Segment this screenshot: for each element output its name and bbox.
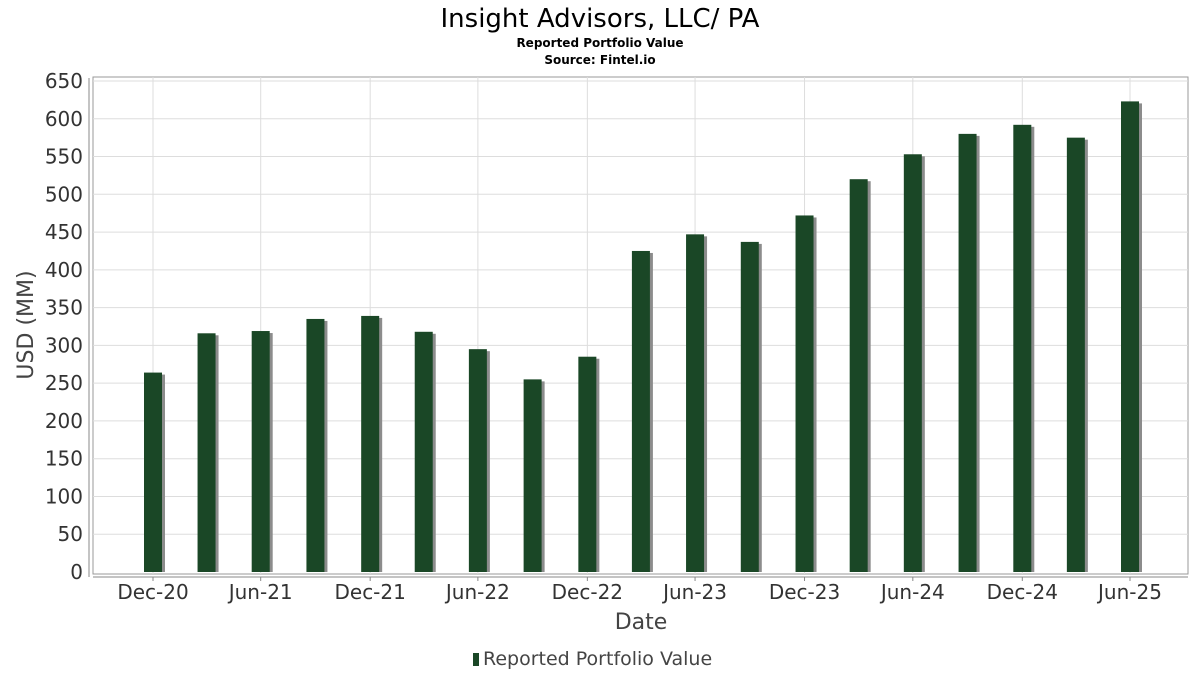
y-tick-label: 500 [45, 182, 83, 206]
y-tick-label: 400 [45, 258, 83, 282]
x-tick-label: Jun-23 [661, 580, 727, 604]
bar [523, 379, 545, 572]
bar-fill [578, 356, 597, 572]
x-tick-labels: Dec-20 Jun-21 Dec-21 Jun-22 Dec-22 Jun-23 Dec-… [117, 577, 1162, 604]
x-tick-label: Dec-23 [769, 580, 840, 604]
bar-fill [849, 179, 868, 572]
y-tick-label: 0 [70, 560, 83, 584]
bar-fill [144, 372, 162, 572]
bar-fill [903, 154, 922, 572]
x-tick-label: Dec-24 [987, 580, 1058, 604]
chart-subtitle: Reported Portfolio Value [516, 36, 683, 50]
bars [144, 101, 1142, 573]
y-tick-label: 250 [45, 371, 83, 395]
y-tick-label: 150 [45, 447, 83, 471]
bar [1013, 124, 1035, 572]
bar-fill [631, 250, 650, 572]
y-tick-label: 200 [45, 409, 83, 433]
x-tick-label: Jun-25 [1096, 580, 1162, 604]
chart-title: Insight Advisors, LLC/ PA [441, 4, 760, 34]
bar [686, 234, 708, 572]
bar-fill [958, 133, 977, 572]
y-tick-label: 50 [58, 522, 83, 546]
legend-swatch [473, 653, 479, 666]
y-tick-label: 450 [45, 220, 83, 244]
bar-fill [523, 379, 542, 572]
bar [578, 356, 600, 572]
bar-fill [468, 349, 487, 572]
bar [197, 333, 219, 572]
bar-fill [414, 331, 433, 572]
legend-label: Reported Portfolio Value [483, 648, 712, 670]
bar-fill [251, 331, 270, 572]
bar [306, 318, 328, 572]
bar-fill [361, 315, 380, 572]
y-tick-label: 100 [45, 484, 83, 508]
bar-fill [1066, 137, 1085, 572]
bar [361, 315, 383, 572]
y-tick-labels: 0 50 100 150 200 250 300 350 400 450 500 550 600 650 [45, 69, 83, 584]
bar [958, 133, 980, 572]
y-tick-label: 350 [45, 296, 83, 320]
x-tick-label: Dec-21 [334, 580, 405, 604]
y-axis-label: USD (MM) [14, 270, 39, 379]
bar [903, 154, 925, 572]
x-tick-label: Jun-24 [879, 580, 945, 604]
x-tick-label: Jun-22 [444, 580, 510, 604]
bar [740, 241, 762, 573]
bar [1121, 101, 1142, 572]
y-tick-label: 600 [45, 107, 83, 131]
bar-fill [1121, 101, 1139, 572]
x-tick-label: Dec-20 [117, 580, 188, 604]
bar-fill [686, 234, 705, 572]
bar [795, 215, 817, 572]
bar [1066, 137, 1088, 572]
x-tick-label: Jun-21 [227, 580, 293, 604]
y-tick-label: 300 [45, 333, 83, 357]
y-tick-label: 550 [45, 145, 83, 169]
bar [631, 250, 653, 572]
bar-fill [740, 241, 759, 573]
y-tick-label: 650 [45, 69, 83, 93]
bar [414, 331, 436, 572]
bar-fill [1013, 124, 1032, 572]
bar [849, 179, 871, 572]
bar-fill [795, 215, 814, 572]
x-tick-label: Dec-22 [552, 580, 623, 604]
bar-fill [197, 333, 216, 572]
x-axis-label: Date [615, 610, 668, 635]
chart-source: Source: Fintel.io [544, 53, 655, 67]
bar [144, 372, 165, 572]
legend: Reported Portfolio Value [473, 648, 712, 670]
bar [251, 331, 273, 572]
bar [468, 349, 490, 572]
bar-fill [306, 318, 325, 572]
